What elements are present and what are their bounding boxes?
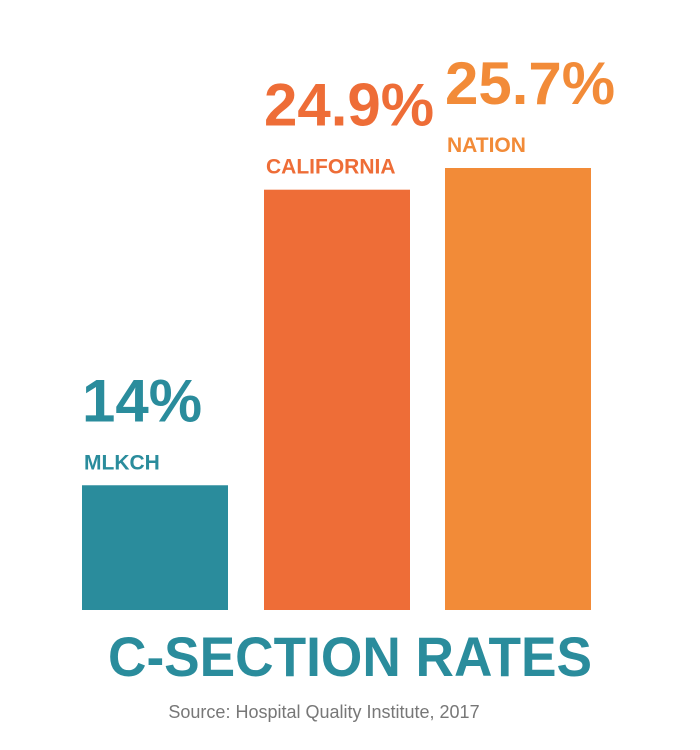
bars-group (82, 168, 591, 611)
labels-group: MLKCH 14% CALIFORNIA 24.9% NATION 25.7% (82, 50, 615, 474)
bar-mlkch (82, 485, 228, 610)
bar-nation (445, 168, 591, 610)
chart-title: C-SECTION RATES (108, 625, 592, 688)
category-label-mlkch: MLKCH (84, 451, 160, 474)
bar-california (264, 189, 410, 611)
value-label-nation: 25.7% (445, 50, 615, 117)
category-label-nation: NATION (447, 134, 526, 157)
value-label-california: 24.9% (264, 72, 434, 139)
value-label-mlkch: 14% (82, 367, 202, 434)
category-label-california: CALIFORNIA (266, 156, 396, 179)
chart-source: Source: Hospital Quality Institute, 2017 (168, 702, 479, 722)
